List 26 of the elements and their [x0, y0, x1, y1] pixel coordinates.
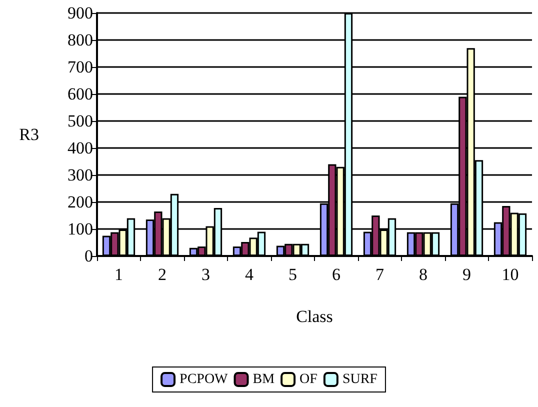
x-tick-label: 9 [462, 265, 471, 284]
y-tick-label: 800 [68, 30, 93, 50]
y-axis-title: R3 [19, 125, 39, 144]
x-tick-label: 5 [288, 265, 297, 284]
y-tick-label: 500 [68, 112, 93, 130]
legend-label: OF [300, 372, 318, 387]
x-tick-label: 6 [332, 265, 340, 284]
x-tick-label: 8 [419, 265, 428, 284]
x-tick-label: 4 [245, 265, 254, 284]
y-tick-label: 100 [68, 220, 93, 238]
y-tick-label: 700 [68, 58, 93, 76]
y-tick-label: 200 [68, 192, 93, 212]
x-tick-label: 1 [114, 265, 123, 284]
y-tick-label: 600 [68, 84, 93, 104]
legend-label: SURF [342, 372, 378, 387]
x-tick-label: 2 [158, 265, 166, 284]
x-tick-label: 3 [202, 265, 210, 284]
x-tick-label: 7 [376, 265, 384, 284]
legend-label: BM [252, 372, 276, 387]
x-axis-title: Class [296, 307, 333, 326]
x-tick-label: 10 [502, 265, 519, 284]
y-tick-label: 300 [68, 166, 93, 184]
y-tick-label: 0 [84, 246, 93, 266]
legend-label: PCPOW [180, 372, 229, 387]
y-tick-label: 400 [68, 138, 93, 158]
y-tick-label: 900 [68, 4, 93, 22]
